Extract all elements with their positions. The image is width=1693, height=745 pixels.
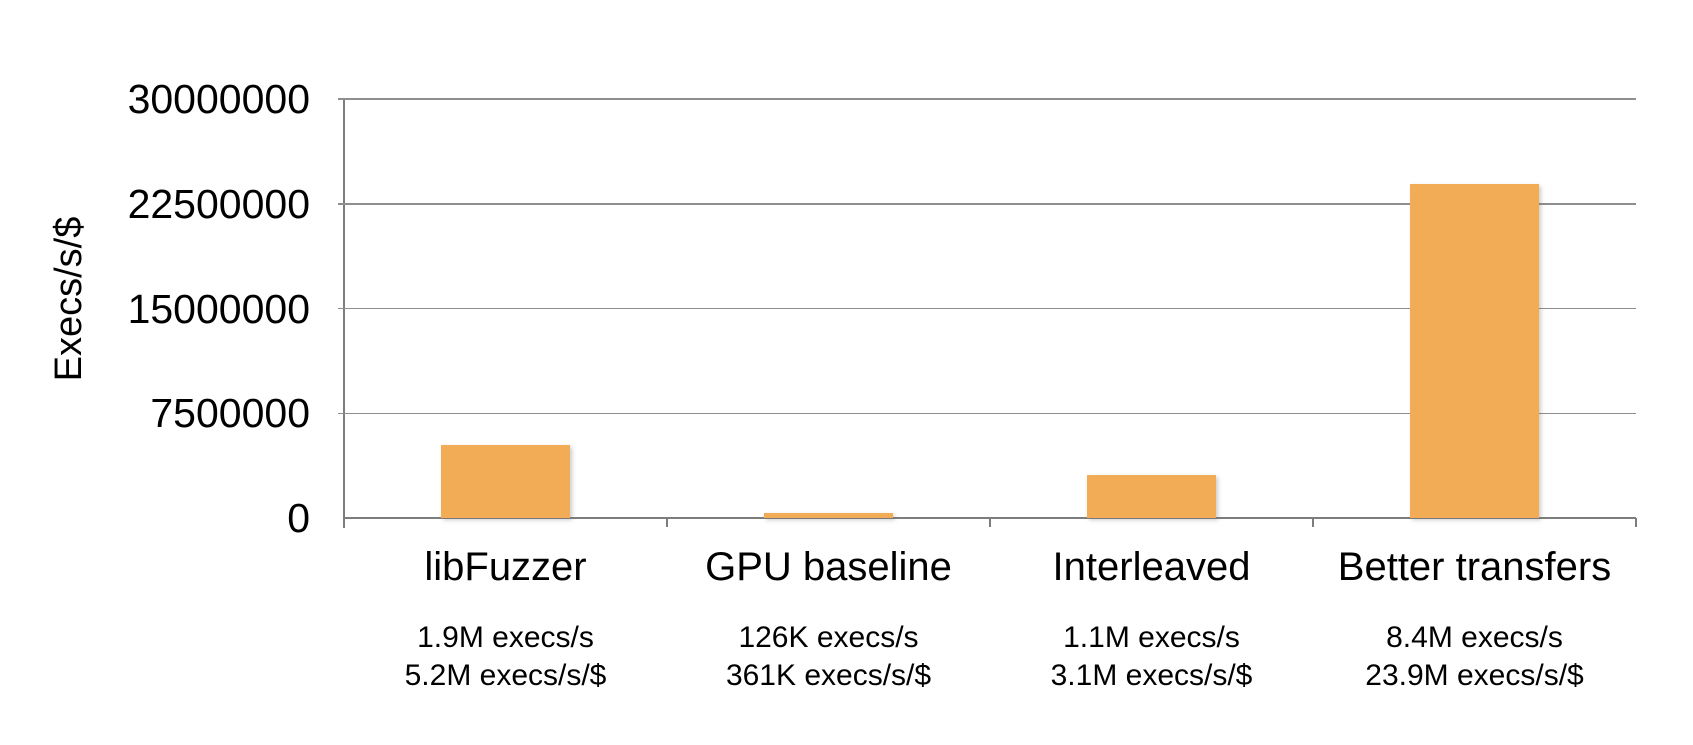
bar-annotation: 1.1M execs/s 3.1M execs/s/$ bbox=[990, 619, 1313, 695]
gridline bbox=[344, 98, 1636, 100]
bar-better-transfers bbox=[1410, 184, 1539, 518]
bar-interleaved bbox=[1087, 474, 1216, 518]
bar-annotation: 8.4M execs/s 23.9M execs/s/$ bbox=[1313, 619, 1636, 695]
category-label: Better transfers bbox=[1337, 545, 1612, 589]
bar-annotation: 126K execs/s 361K execs/s/$ bbox=[667, 619, 990, 695]
annotation-execs-per-sec: 8.4M execs/s bbox=[1386, 621, 1563, 654]
y-tick-label: 15000000 bbox=[127, 285, 310, 332]
y-axis-line bbox=[343, 99, 345, 528]
x-axis-tick bbox=[666, 518, 668, 527]
annotation-execs-per-sec: 1.9M execs/s bbox=[417, 621, 594, 654]
y-axis-tick bbox=[338, 98, 344, 100]
plot-area bbox=[338, 98, 1637, 528]
y-axis-tick bbox=[338, 203, 344, 205]
x-axis-tick bbox=[989, 518, 991, 527]
y-tick-label: 7500000 bbox=[150, 390, 310, 437]
category-label: libFuzzer bbox=[424, 545, 587, 589]
annotation-execs-per-sec-per-dollar: 361K execs/s/$ bbox=[725, 659, 932, 692]
annotation-execs-per-sec-per-dollar: 3.1M execs/s/$ bbox=[1050, 659, 1253, 692]
y-axis-tick bbox=[338, 412, 344, 414]
annotation-execs-per-sec: 1.1M execs/s bbox=[1063, 621, 1240, 654]
y-tick-label: 22500000 bbox=[127, 180, 310, 227]
annotation-execs-per-sec-per-dollar: 23.9M execs/s/$ bbox=[1365, 659, 1584, 692]
bar-libfuzzer bbox=[441, 445, 570, 518]
y-tick-label: 0 bbox=[287, 495, 310, 541]
annotation-execs-per-sec-per-dollar: 5.2M execs/s/$ bbox=[404, 659, 607, 692]
x-axis-tick bbox=[1635, 518, 1637, 527]
bar-gpu-baseline bbox=[764, 512, 893, 518]
bar-annotation: 1.9M execs/s 5.2M execs/s/$ bbox=[344, 619, 667, 695]
gridline bbox=[344, 307, 1636, 310]
category-label: GPU baseline bbox=[705, 545, 952, 589]
category-label: Interleaved bbox=[1052, 545, 1251, 589]
gridline bbox=[344, 203, 1636, 205]
y-tick-label: 30000000 bbox=[127, 76, 310, 122]
x-axis-tick bbox=[1312, 518, 1314, 527]
y-axis-tick bbox=[338, 307, 344, 310]
gridline bbox=[344, 412, 1636, 414]
annotation-execs-per-sec: 126K execs/s bbox=[738, 621, 919, 654]
